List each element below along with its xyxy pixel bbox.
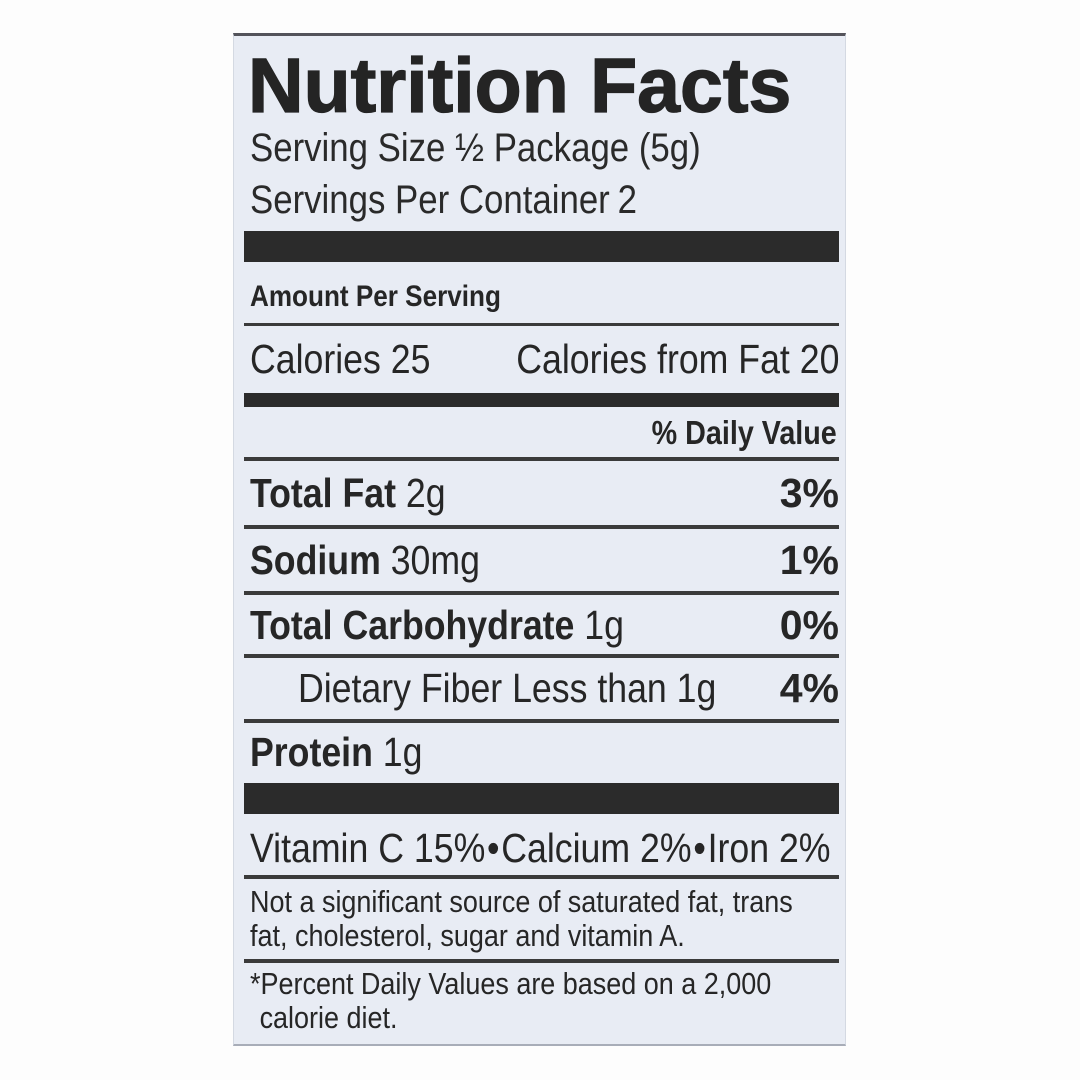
divider-under-vitamins <box>244 875 839 879</box>
nutrient-name: Protein <box>250 729 373 775</box>
vitamin-name: Iron <box>707 825 770 871</box>
nutrient-daily-value: 4% <box>779 665 839 711</box>
vitamin-value: 2% <box>778 825 831 871</box>
vitamins-row: Vitamin C 15%•Calcium 2%•Iron 2% <box>250 824 917 872</box>
divider-under-footnote <box>244 959 839 963</box>
calories-left: Calories 25 <box>250 335 430 383</box>
daily-value-header-text: % Daily Value <box>651 414 837 451</box>
amount-per-serving-heading: Amount Per Serving <box>250 280 538 314</box>
vitamin-name: Calcium <box>501 825 631 871</box>
nutrient-row-protein: Protein 1g <box>250 728 839 776</box>
nutrient-left: Total Fat 2g <box>250 469 446 517</box>
iron: Iron 2% <box>708 825 831 871</box>
divider <box>244 719 839 723</box>
bullet-separator: • <box>487 825 500 871</box>
label-title: Nutrition Facts <box>247 47 792 125</box>
label-title-text: Nutrition Facts <box>247 43 792 129</box>
medium-divider <box>244 393 839 407</box>
calories-label: Calories <box>250 336 381 382</box>
nutrient-left: Total Carbohydrate 1g <box>250 601 624 649</box>
calories-from-fat-label: Calories from Fat <box>515 336 790 382</box>
nutrition-facts-label: Nutrition Facts Serving Size ½ Package (… <box>233 33 846 1046</box>
serving-size-text: Serving Size ½ Package (5g) <box>250 126 701 170</box>
calories-row: Calories 25 Calories from Fat 20 <box>250 335 839 383</box>
vitamin-value: 2% <box>640 825 692 871</box>
nutrient-amount: 1g <box>382 729 423 775</box>
thick-divider-bottom <box>244 783 839 814</box>
nutrient-row-sodium: Sodium 30mg 1% <box>250 536 839 584</box>
vitamin-c: Vitamin C 15% <box>250 825 485 871</box>
vitamins-text: Vitamin C 15%•Calcium 2%•Iron 2% <box>250 824 831 872</box>
nutrient-row-total-carbohydrate: Total Carbohydrate 1g 0% <box>250 601 839 649</box>
footnote-not-significant: Not a significant source of saturated fa… <box>250 884 793 953</box>
thick-divider-top <box>244 231 839 262</box>
vitamin-value: 15% <box>413 825 486 871</box>
amount-per-serving-text: Amount Per Serving <box>250 280 501 313</box>
nutrient-left: Sodium 30mg <box>250 536 480 584</box>
nutrient-daily-value: 3% <box>779 470 839 516</box>
calcium: Calcium 2% <box>501 825 691 871</box>
nutrient-name: Total Fat <box>250 470 396 516</box>
divider <box>244 525 839 529</box>
calories-from-fat: Calories from Fat 20 <box>516 335 839 383</box>
nutrient-name: Total Carbohydrate <box>250 602 575 648</box>
divider-under-amount <box>244 323 839 326</box>
calories-value: 25 <box>390 336 431 382</box>
divider <box>244 591 839 595</box>
nutrient-row-total-fat: Total Fat 2g 3% <box>250 469 839 517</box>
nutrient-amount: 2g <box>405 470 446 516</box>
nutrient-daily-value: 0% <box>779 602 839 648</box>
nutrient-row-dietary-fiber: Dietary Fiber Less than 1g 4% <box>250 664 839 712</box>
nutrient-left: Dietary Fiber Less than 1g <box>298 664 716 712</box>
nutrient-name: Dietary Fiber <box>298 665 503 711</box>
servings-per-container-label: Servings Per Container <box>250 178 610 222</box>
vitamin-name: Vitamin C <box>250 825 404 871</box>
nutrient-daily-value: 1% <box>779 537 839 583</box>
divider <box>244 457 839 461</box>
nutrient-amount: 30mg <box>390 537 480 583</box>
footnote-percent-daily-values: *Percent Daily Values are based on a 2,0… <box>250 966 772 1035</box>
serving-size-line: Serving Size ½ Package (5g) <box>250 126 768 170</box>
divider <box>244 654 839 658</box>
servings-per-container-text: Servings Per Container 2 <box>250 178 637 222</box>
servings-per-container-line: Servings Per Container 2 <box>250 178 695 222</box>
calories-from-fat-value: 20 <box>799 336 839 382</box>
nutrient-amount: 1g <box>584 602 624 648</box>
bullet-separator: • <box>693 825 706 871</box>
daily-value-header: % Daily Value <box>624 415 837 451</box>
nutrient-amount: Less than 1g <box>512 665 717 711</box>
nutrient-name: Sodium <box>250 537 381 583</box>
nutrient-left: Protein 1g <box>250 728 422 776</box>
servings-per-container-value: 2 <box>617 178 637 222</box>
